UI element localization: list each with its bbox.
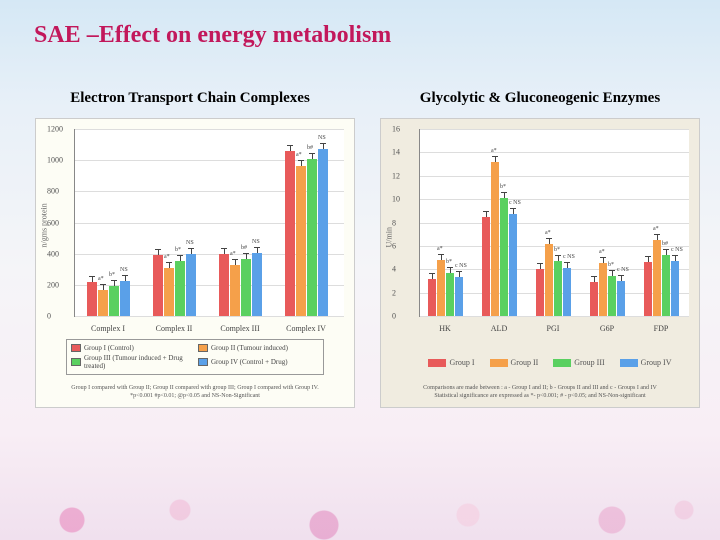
bar: a*: [491, 162, 499, 316]
bar: b*: [608, 276, 616, 316]
legend-item: Group II (Tumour induced): [198, 344, 319, 352]
x-category-label: ALD: [491, 324, 507, 333]
bar: a*: [545, 244, 553, 316]
legend-item: Group II: [490, 358, 539, 367]
legend-item: Group IV: [620, 358, 672, 367]
x-category-label: G6P: [600, 324, 614, 333]
right-plot-area: 0246810121416a*b*c NSa*b*c NSa*b*c NSa*b…: [419, 129, 689, 317]
left-footnote: Group I compared with Group II; Group II…: [66, 385, 324, 401]
bar-group: a*b#NS: [285, 149, 328, 316]
x-category-label: FDP: [654, 324, 669, 333]
bar: a*: [230, 265, 240, 316]
bar-group: a*b*c NS: [428, 260, 463, 316]
bar: b*: [175, 261, 185, 316]
bar: [87, 282, 97, 316]
x-category-label: Complex III: [220, 324, 259, 333]
bar: b#: [241, 259, 251, 316]
legend-item: Group I (Control): [71, 344, 192, 352]
subtitle-left: Electron Transport Chain Complexes: [40, 90, 340, 107]
bar: a*: [437, 260, 445, 316]
x-category-label: HK: [439, 324, 451, 333]
bar: b#: [662, 255, 670, 316]
page-title: SAE –Effect on energy metabolism: [34, 22, 391, 49]
bar: [219, 254, 229, 316]
left-chart-panel: n/gms protein 020040060080010001200a*b*N…: [35, 118, 355, 408]
bar: [644, 262, 652, 316]
left-legend: Group I (Control) Group II (Tumour induce…: [66, 339, 324, 375]
bar-group: a*b*NS: [87, 281, 130, 316]
bar: a*: [164, 268, 174, 316]
bar: a*: [98, 290, 108, 316]
bar: NS: [120, 281, 130, 316]
bar: c NS: [455, 277, 463, 316]
bar: c NS: [617, 281, 625, 316]
bar: b*: [500, 198, 508, 316]
x-category-label: PGI: [547, 324, 560, 333]
bar: [536, 269, 544, 316]
x-category-label: Complex IV: [286, 324, 326, 333]
legend-item: Group III (Tumour induced + Drug treated…: [71, 354, 192, 370]
bar: b#: [307, 159, 317, 316]
bar: [482, 217, 490, 316]
bar: b*: [554, 261, 562, 316]
bar-group: a*b*c NS: [536, 244, 571, 316]
bar: [590, 282, 598, 316]
bar-group: a*b#NS: [219, 253, 262, 316]
decorative-flowers: [0, 440, 720, 540]
bar: a*: [296, 166, 306, 316]
bar: [153, 255, 163, 316]
x-category-label: Complex I: [91, 324, 125, 333]
legend-item: Group IV (Control + Drug): [198, 354, 319, 370]
right-footnote: Comparisons are made between : a - Group…: [411, 385, 669, 401]
bar: a*: [653, 240, 661, 316]
bar-group: a*b*c NS: [590, 263, 625, 316]
subtitle-right: Glycolytic & Gluconeogenic Enzymes: [390, 90, 690, 107]
bar: c NS: [671, 261, 679, 316]
x-category-label: Complex II: [156, 324, 193, 333]
bar: NS: [318, 149, 328, 316]
bar: c NS: [563, 268, 571, 316]
bar: NS: [186, 254, 196, 316]
bar: b*: [109, 286, 119, 316]
right-chart-panel: U/min 0246810121416a*b*c NSa*b*c NSa*b*c…: [380, 118, 700, 408]
left-plot-area: 020040060080010001200a*b*NSa*b*NSa*b#NSa…: [74, 129, 344, 317]
bar: NS: [252, 253, 262, 316]
right-legend: Group I Group II Group III Group IV: [421, 358, 679, 367]
bar: a*: [599, 263, 607, 316]
bar: b*: [446, 273, 454, 316]
legend-item: Group III: [553, 358, 604, 367]
bar: [428, 279, 436, 316]
legend-item: Group I: [428, 358, 474, 367]
bar-group: a*b*c NS: [482, 162, 517, 316]
bar: [285, 151, 295, 316]
bar-group: a*b#c NS: [644, 240, 679, 316]
bar-group: a*b*NS: [153, 254, 196, 316]
bar: c NS: [509, 214, 517, 316]
